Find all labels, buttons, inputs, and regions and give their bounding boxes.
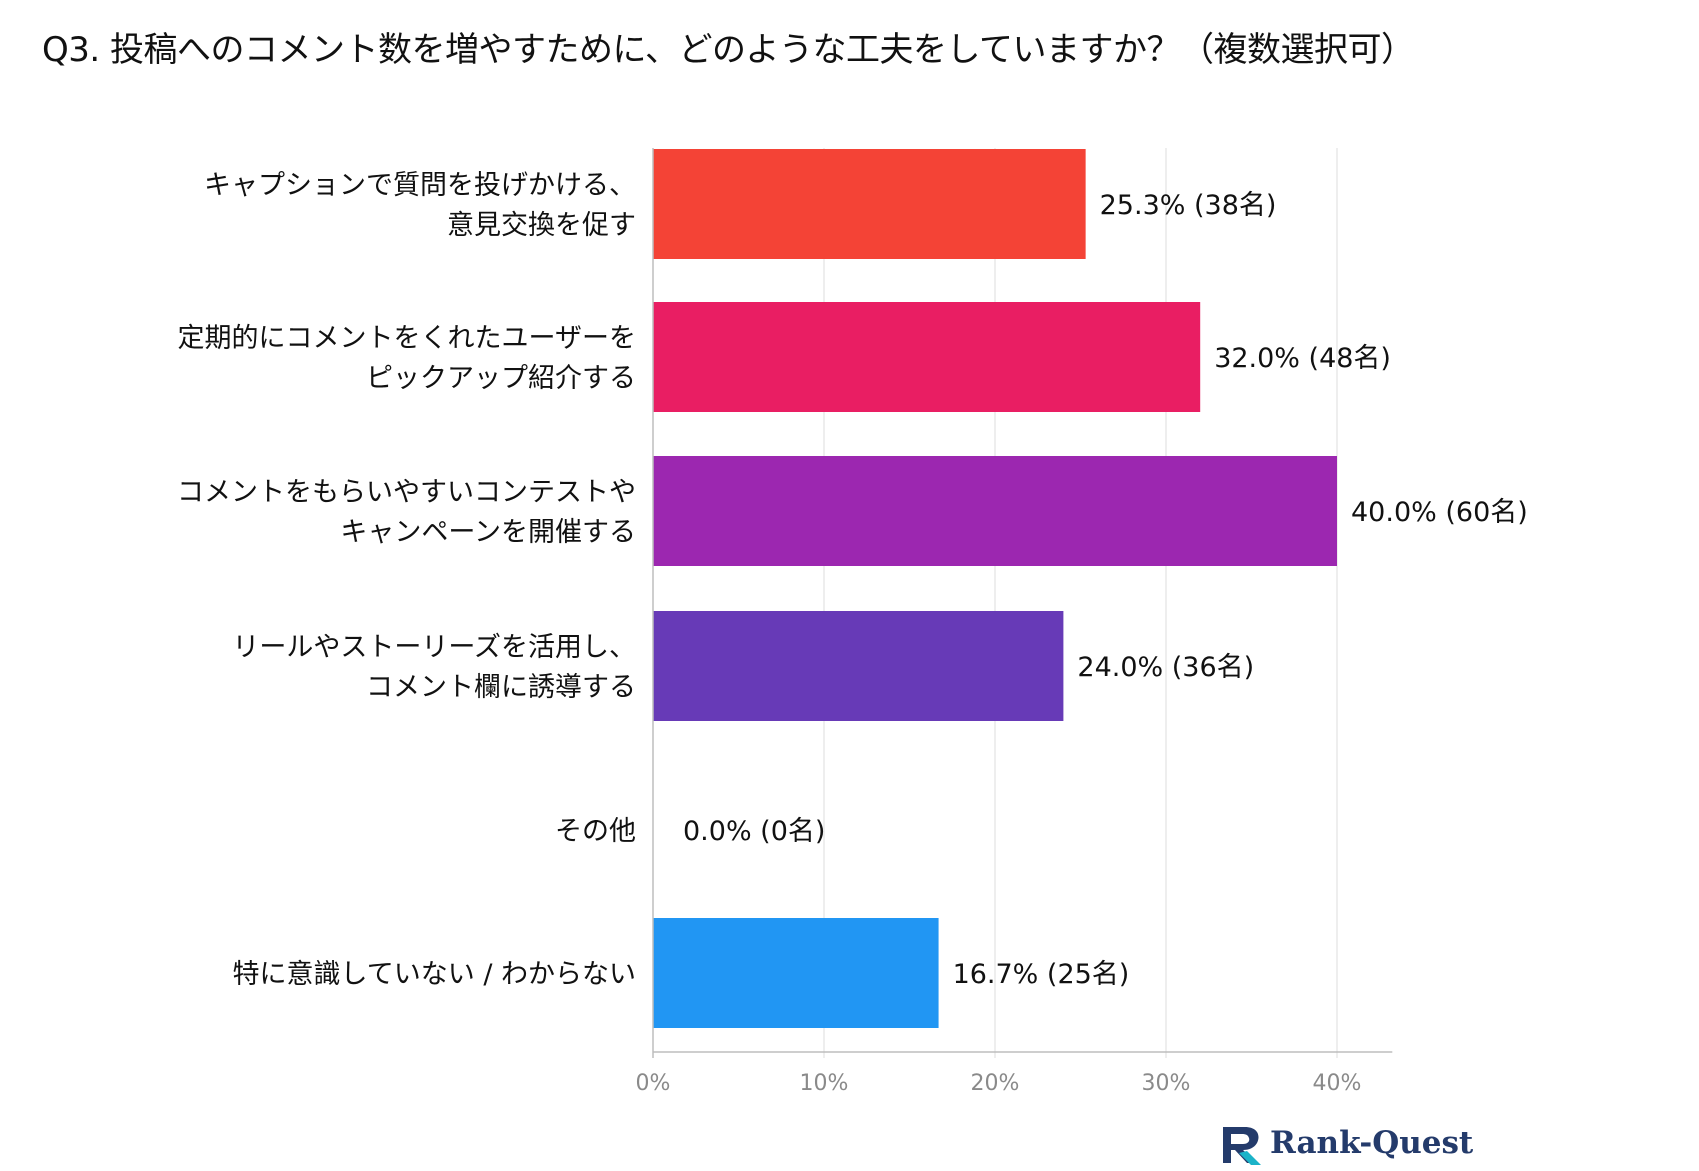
- x-tick-label-10: 10%: [800, 1071, 849, 1096]
- labels: 0% 10% 20% 30% 40% キャプションで質問を投げかける、意見交換を促す定期的…: [177, 170, 1528, 1096]
- data-label-2: 32.0% (48名): [1214, 343, 1391, 374]
- data-label-4: 24.0% (36名): [1077, 652, 1254, 683]
- category-label-6: 特に意識していない / わからない: [233, 959, 636, 990]
- category-label-1: キャプションで質問を投げかける、意見交換を促す: [204, 170, 636, 241]
- x-tick-label-30: 30%: [1142, 1071, 1191, 1096]
- category-label-5: その他: [555, 816, 636, 847]
- bar-2: [653, 302, 1201, 412]
- bar-4: [653, 611, 1064, 721]
- bar-3: [653, 456, 1337, 566]
- bar-1: [653, 149, 1086, 259]
- x-tick-label-40: 40%: [1313, 1071, 1362, 1096]
- bar-6: [653, 918, 939, 1028]
- data-label-6: 16.7% (25名): [953, 959, 1130, 990]
- category-label-3: コメントをもらいやすいコンテストやキャンペーンを開催する: [177, 477, 636, 548]
- chart-title: Q3. 投稿へのコメント数を増やすために、どのような工夫をしていますか？（複数選…: [42, 30, 1415, 70]
- rank-quest-logo-icon: [1223, 1127, 1261, 1165]
- data-label-5: 0.0% (0名): [683, 816, 825, 847]
- gridlines: [823, 148, 1338, 1058]
- category-label-4: リールやストーリーズを活用し、コメント欄に誘導する: [232, 632, 636, 703]
- x-tick-label-20: 20%: [971, 1071, 1020, 1096]
- logo-text: Rank-Quest: [1270, 1125, 1474, 1161]
- rank-quest-logo: Rank-Quest: [1217, 1123, 1497, 1167]
- data-label-3: 40.0% (60名): [1351, 497, 1528, 528]
- axes: [652, 148, 1393, 1058]
- x-tick-label-0: 0%: [636, 1071, 671, 1096]
- data-label-1: 25.3% (38名): [1100, 190, 1277, 221]
- category-label-2: 定期的にコメントをくれたユーザーをピックアップ紹介する: [178, 323, 636, 394]
- bars: [653, 149, 1337, 1028]
